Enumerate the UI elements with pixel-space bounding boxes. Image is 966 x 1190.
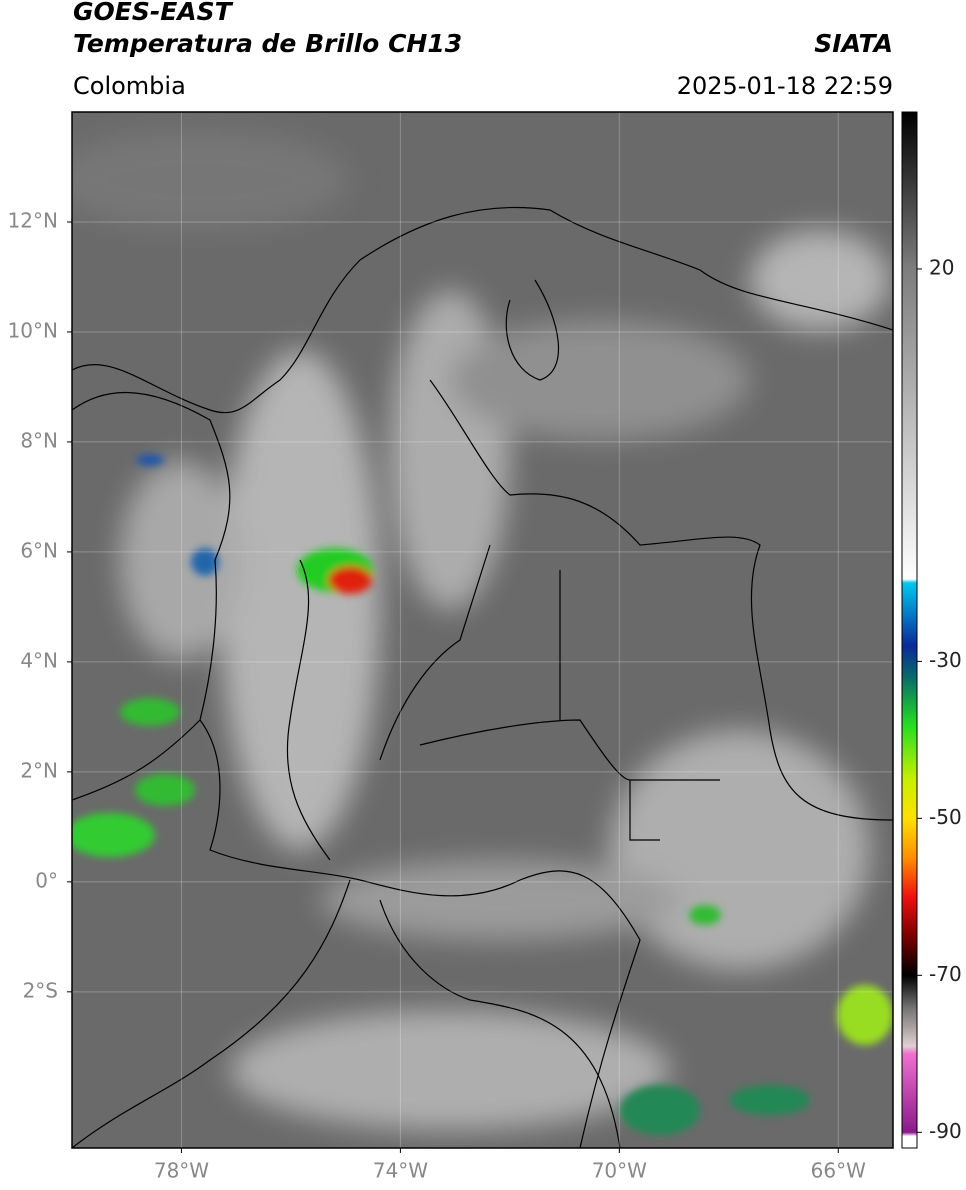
source: SIATA <box>814 29 893 58</box>
colorbar-tick-label: -70 <box>929 962 962 986</box>
y-tick-label: 4°N <box>20 648 58 672</box>
x-tick-label: 66°W <box>811 1159 866 1183</box>
map-frame <box>71 111 894 1149</box>
y-tick-label: 8°N <box>20 428 58 452</box>
x-tick-label: 70°W <box>592 1159 647 1183</box>
y-tick-label: 6°N <box>20 538 58 562</box>
x-tick-label: 78°W <box>154 1159 209 1183</box>
colorbar-tick-label: -50 <box>929 805 962 829</box>
grid <box>72 112 893 1148</box>
region: Colombia <box>73 72 186 100</box>
title: GOES-EAST <box>73 0 234 26</box>
y-tick-label: 10°N <box>8 318 58 342</box>
colorbar-frame <box>901 111 918 1149</box>
datetime: 2025-01-18 22:59 <box>677 72 893 100</box>
y-tick-label: 12°N <box>8 208 58 232</box>
x-tick-label: 74°W <box>373 1159 428 1183</box>
colorbar-tick-label: 20 <box>929 255 954 279</box>
colorbar-tick-label: -30 <box>929 648 962 672</box>
y-tick-label: 0° <box>35 868 58 892</box>
colorbar-tick-label: -90 <box>929 1119 962 1143</box>
satellite-image <box>72 112 893 1148</box>
subtitle: Temperatura de Brillo CH13 <box>73 29 462 58</box>
borders <box>72 206 893 1148</box>
y-tick-label: 2°S <box>23 978 58 1002</box>
colorbar <box>902 112 917 1148</box>
y-tick-label: 2°N <box>20 758 58 782</box>
